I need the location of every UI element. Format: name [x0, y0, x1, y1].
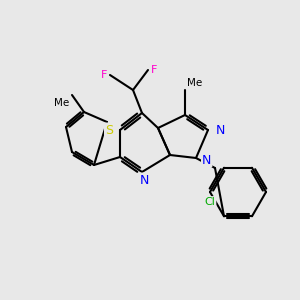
Text: Me: Me	[187, 78, 202, 88]
Text: Cl: Cl	[205, 197, 215, 207]
Text: N: N	[202, 154, 211, 166]
Text: F: F	[151, 65, 158, 75]
Text: F: F	[100, 70, 107, 80]
Text: N: N	[216, 124, 225, 136]
Text: Me: Me	[54, 98, 69, 108]
Text: S: S	[105, 124, 113, 136]
Text: N: N	[139, 173, 149, 187]
